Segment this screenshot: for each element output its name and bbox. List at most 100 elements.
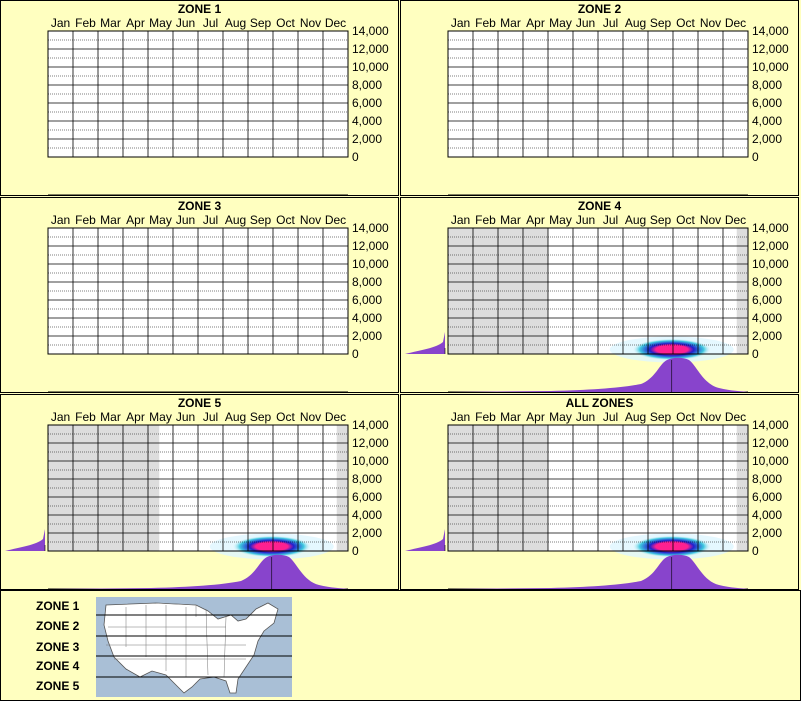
elevation-density bbox=[405, 332, 445, 354]
month-label: Jan bbox=[451, 410, 470, 424]
month-label: Sep bbox=[650, 410, 672, 424]
season-density bbox=[48, 554, 348, 589]
month-label: Apr bbox=[126, 16, 145, 30]
season-density bbox=[448, 554, 748, 589]
month-label: Dec bbox=[725, 213, 746, 227]
y-tick-label: 10,000 bbox=[352, 454, 389, 468]
month-label: Dec bbox=[325, 410, 346, 424]
y-tick-label: 2,000 bbox=[352, 329, 382, 343]
month-label: Jul bbox=[603, 410, 618, 424]
inactive-month-Apr bbox=[523, 228, 548, 354]
month-label: Oct bbox=[676, 16, 695, 30]
month-label: Dec bbox=[725, 16, 746, 30]
y-tick-label: 14,000 bbox=[752, 418, 789, 432]
zone-3-chart: Jan Feb Mar Apr May Jun Jul Aug Sep Oct Nov Dec 14,0… bbox=[47, 213, 389, 392]
month-label: Jul bbox=[203, 213, 218, 227]
month-label: Oct bbox=[276, 16, 295, 30]
y-tick-label: 4,000 bbox=[352, 311, 382, 325]
panel-title: ZONE 1 bbox=[177, 2, 222, 16]
y-tick-label: 12,000 bbox=[752, 42, 789, 56]
plot-border bbox=[447, 227, 749, 355]
month-label: Aug bbox=[225, 410, 246, 424]
y-tick-label: 14,000 bbox=[352, 221, 389, 235]
month-label: Jul bbox=[603, 213, 618, 227]
month-label: Feb bbox=[475, 16, 496, 30]
month-label: Feb bbox=[475, 213, 496, 227]
legend-zone-2: ZONE 2 bbox=[36, 619, 80, 633]
legend-zone-4: ZONE 4 bbox=[36, 659, 80, 673]
heat-blob bbox=[231, 535, 312, 558]
month-label: Apr bbox=[526, 16, 545, 30]
month-label: Aug bbox=[225, 16, 246, 30]
y-tick-label: 6,000 bbox=[752, 490, 782, 504]
y-tick-label: 0 bbox=[352, 544, 359, 558]
zone-2-chart: Jan Feb Mar Apr May Jun Jul Aug Sep Oct Nov Dec 14,0… bbox=[447, 16, 789, 195]
month-label: Jul bbox=[203, 410, 218, 424]
y-tick-label: 4,000 bbox=[352, 508, 382, 522]
month-label: Feb bbox=[75, 16, 96, 30]
month-label: Oct bbox=[276, 410, 295, 424]
month-label: Dec bbox=[325, 16, 346, 30]
y-tick-label: 2,000 bbox=[752, 132, 782, 146]
inactive-month-Feb bbox=[73, 425, 98, 551]
zone-3-panel: ZONE 3 Jan Feb Mar Apr May Jun Jul Aug Sep Oct Nov… bbox=[0, 197, 399, 393]
month-label: May bbox=[149, 213, 172, 227]
plot-border bbox=[447, 30, 749, 158]
y-tick-label: 14,000 bbox=[752, 24, 789, 38]
month-label: Mar bbox=[500, 410, 521, 424]
zone-2-panel: ZONE 2 Jan Feb Mar Apr May Jun Jul Aug Sep Oct Nov… bbox=[400, 0, 799, 196]
y-tick-label: 12,000 bbox=[752, 239, 789, 253]
y-tick-label: 10,000 bbox=[752, 60, 789, 74]
month-label: Aug bbox=[625, 213, 646, 227]
y-tick-label: 0 bbox=[352, 347, 359, 361]
month-label: Jun bbox=[576, 213, 595, 227]
month-label: Mar bbox=[500, 16, 521, 30]
month-label: Jun bbox=[176, 213, 195, 227]
month-label: Sep bbox=[650, 213, 672, 227]
y-tick-label: 8,000 bbox=[752, 472, 782, 486]
y-tick-label: 12,000 bbox=[352, 436, 389, 450]
month-label: Oct bbox=[676, 410, 695, 424]
month-label: Sep bbox=[650, 16, 672, 30]
month-label: May bbox=[149, 16, 172, 30]
y-tick-label: 8,000 bbox=[752, 78, 782, 92]
y-tick-label: 8,000 bbox=[352, 472, 382, 486]
y-tick-label: 8,000 bbox=[752, 275, 782, 289]
month-label: Dec bbox=[325, 213, 346, 227]
month-label: Jan bbox=[51, 16, 70, 30]
month-label: Dec bbox=[725, 410, 746, 424]
month-label: Apr bbox=[126, 213, 145, 227]
zone-1-panel: ZONE 1 Jan Feb Mar Apr May Jun Jul Aug Sep Oct Nov… bbox=[0, 0, 399, 196]
panel-title: ZONE 5 bbox=[177, 396, 222, 410]
month-label: Mar bbox=[500, 213, 521, 227]
partial-month-May bbox=[148, 425, 160, 551]
month-label: Oct bbox=[276, 213, 295, 227]
month-label: May bbox=[549, 16, 572, 30]
us-map-icon bbox=[96, 597, 292, 697]
month-label: Oct bbox=[676, 213, 695, 227]
y-tick-label: 4,000 bbox=[352, 114, 382, 128]
month-label: Jul bbox=[603, 16, 618, 30]
month-label: Feb bbox=[75, 410, 96, 424]
y-tick-label: 4,000 bbox=[752, 508, 782, 522]
panel-title: ZONE 4 bbox=[577, 199, 622, 213]
month-label: Nov bbox=[700, 410, 721, 424]
y-tick-label: 10,000 bbox=[352, 60, 389, 74]
y-tick-label: 2,000 bbox=[752, 329, 782, 343]
month-label: Sep bbox=[250, 410, 272, 424]
zone-5-chart: Jan Feb Mar Apr May Jun Jul Aug Sep Oct Nov Dec 14,0… bbox=[5, 410, 389, 589]
y-tick-label: 4,000 bbox=[752, 311, 782, 325]
elevation-density bbox=[5, 529, 45, 551]
month-label: Aug bbox=[625, 410, 646, 424]
month-label: Mar bbox=[100, 213, 121, 227]
month-label: May bbox=[549, 410, 572, 424]
y-tick-label: 6,000 bbox=[352, 96, 382, 110]
y-tick-label: 6,000 bbox=[752, 96, 782, 110]
all-zones-panel: ALL ZONES Jan Feb Mar Apr May Jun Jul Aug Sep Oct… bbox=[400, 394, 799, 590]
zone-legend: ZONE 1 ZONE 2 ZONE 3 ZONE 4 ZONE 5 bbox=[0, 590, 801, 701]
month-label: Feb bbox=[75, 213, 96, 227]
month-label: Nov bbox=[300, 16, 321, 30]
legend-zone-1: ZONE 1 bbox=[36, 599, 80, 613]
month-label: May bbox=[149, 410, 172, 424]
plot-border bbox=[447, 424, 749, 552]
